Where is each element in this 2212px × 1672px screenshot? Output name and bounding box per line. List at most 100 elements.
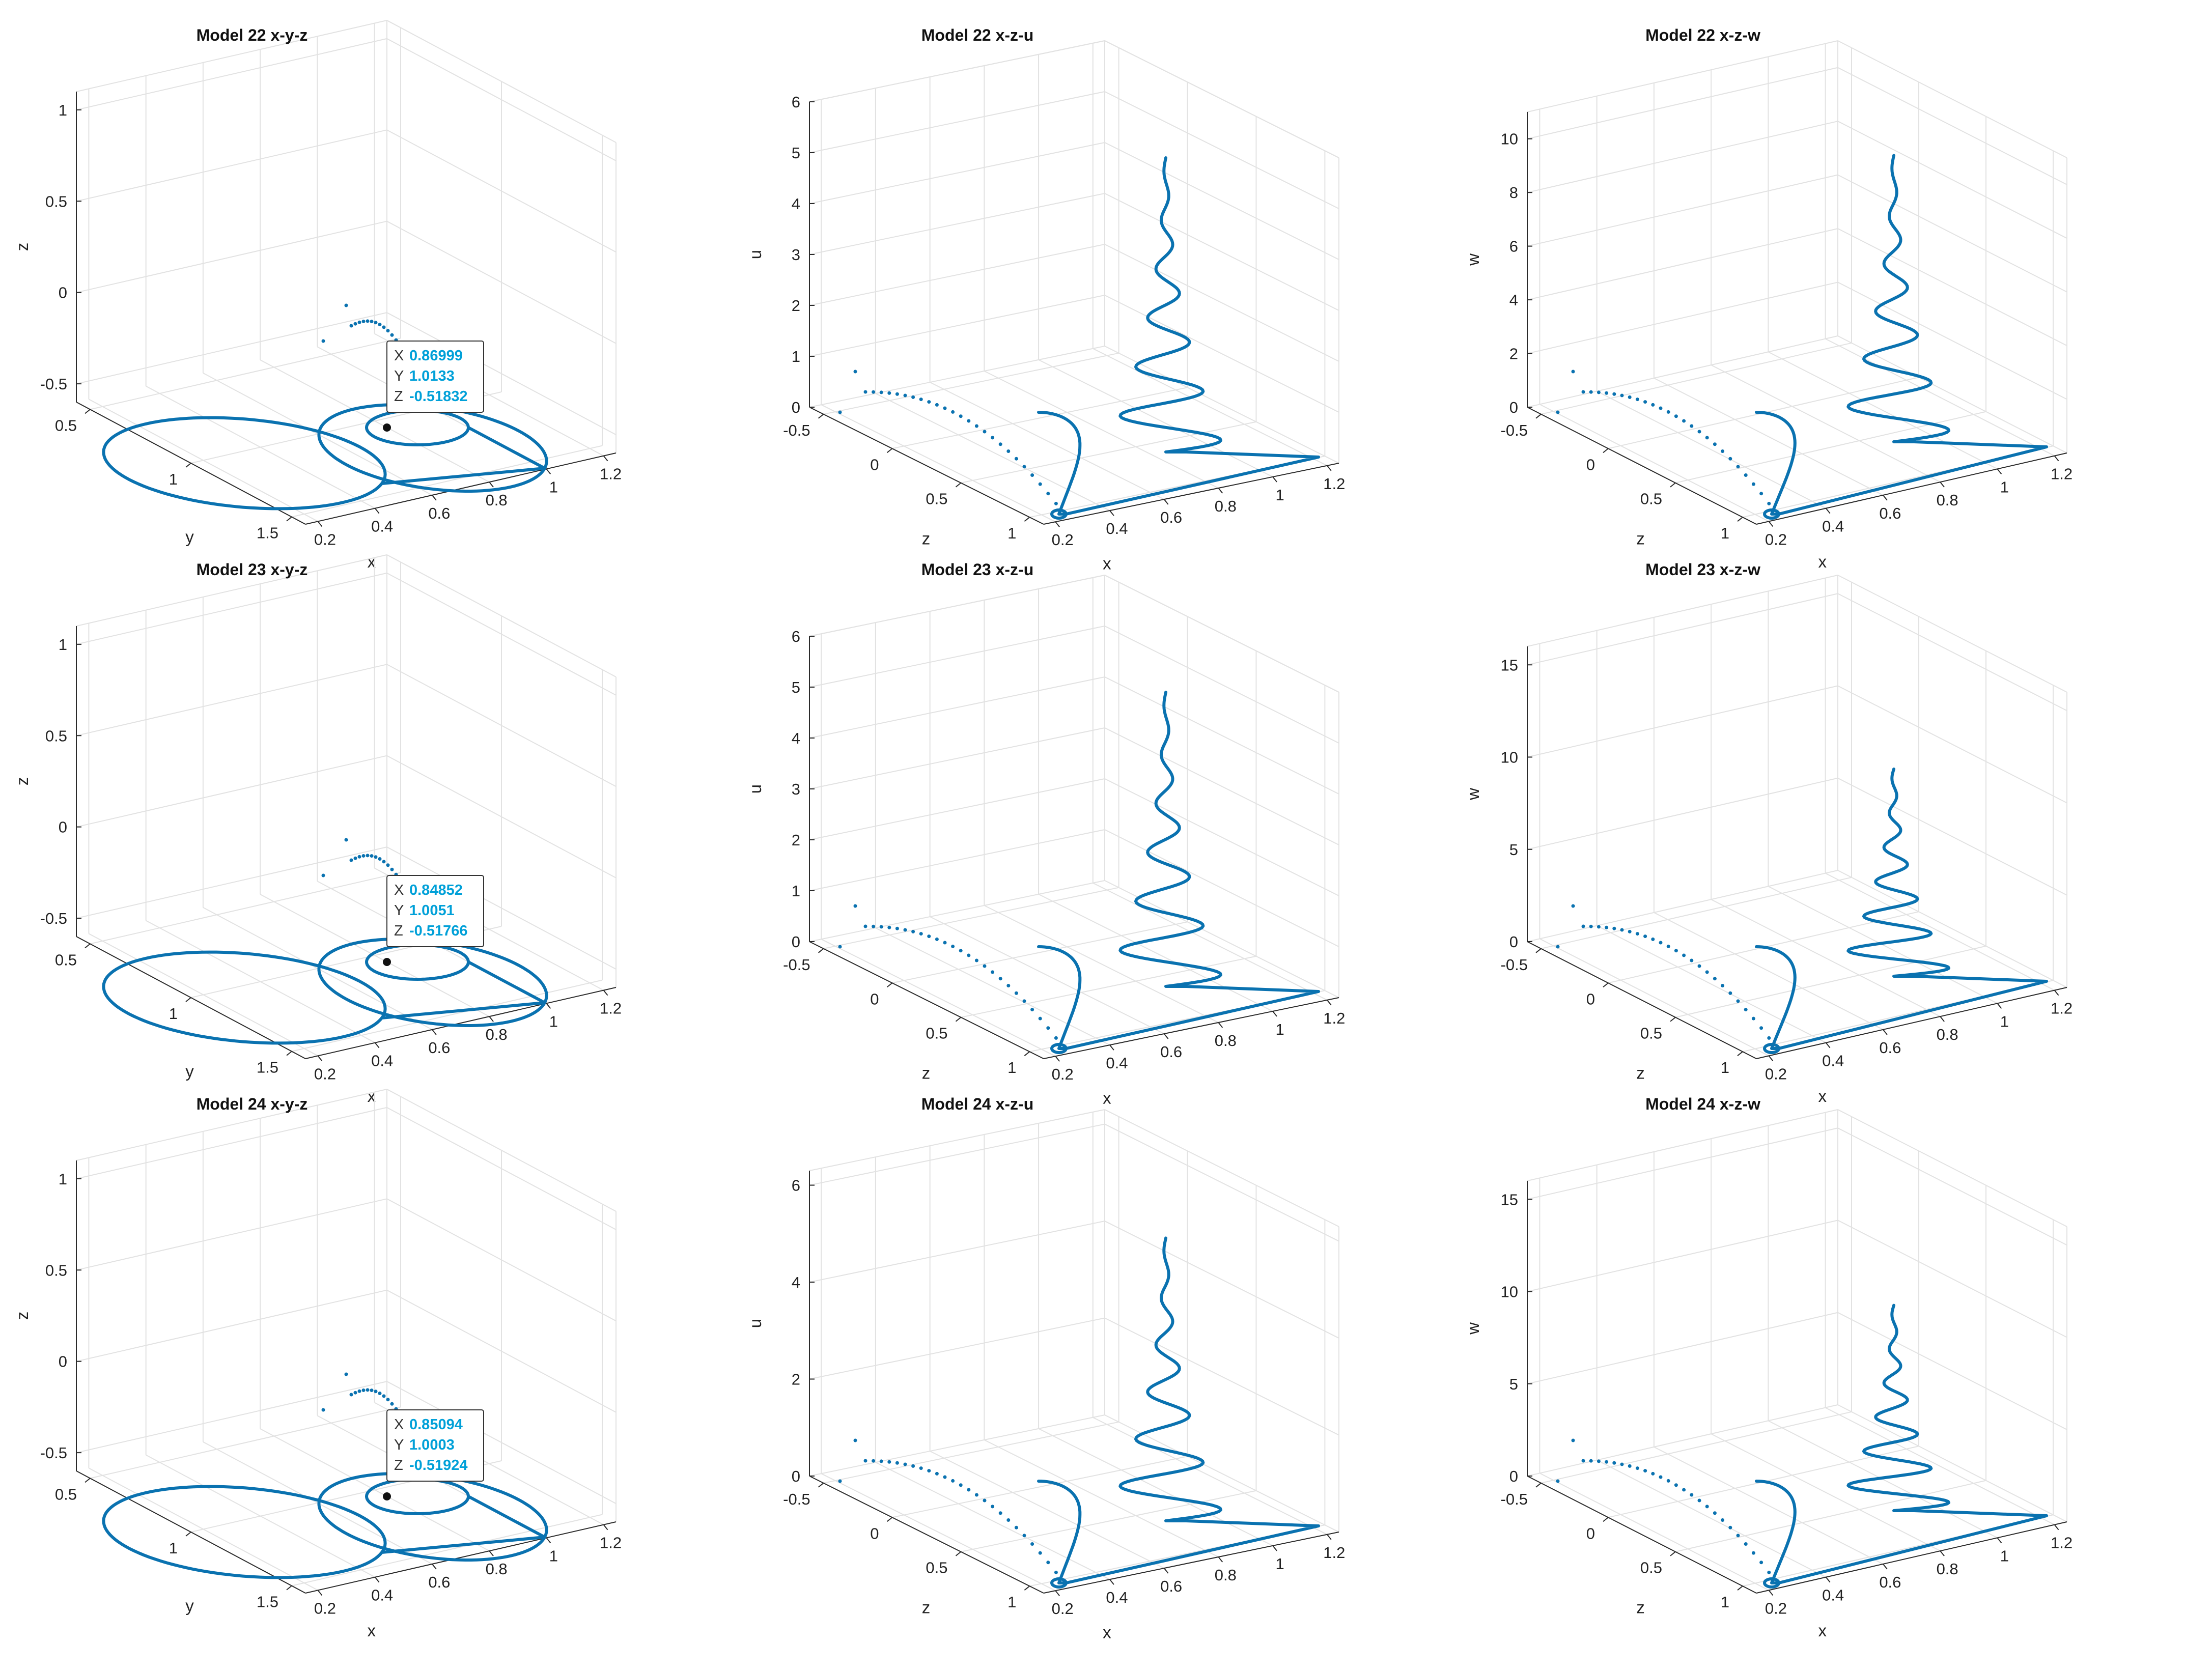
z-tick-label: 5: [792, 144, 800, 162]
transient-point: [974, 1493, 978, 1497]
transient-point: [1728, 457, 1732, 461]
y-axis-label: z: [922, 1064, 931, 1083]
z-tick-label: 10: [1501, 130, 1518, 148]
transient-point: [1581, 1459, 1585, 1463]
transient-point: [1767, 1570, 1771, 1574]
wall-gridline: [1837, 67, 2067, 185]
floor-gridline: [1768, 886, 1998, 1004]
chart-panel: 0.2 0.4 0.6 0.8 1 1.2 -0.5 0 0.5 1 0 2 4 6 8 10 x z w Model…: [1464, 20, 2199, 571]
transient-point: [1046, 1561, 1050, 1565]
transient-point: [1612, 1461, 1616, 1465]
x-tick-label: 1: [2000, 1547, 2009, 1565]
transient-point: [1054, 1570, 1058, 1574]
z-axis-label: w: [1464, 788, 1482, 801]
transient-point: [927, 1469, 931, 1473]
transient-point: [1713, 1511, 1717, 1515]
y-tick-label: -0.5: [783, 1490, 810, 1508]
floor-gridline: [1768, 351, 1998, 470]
y-tick-mark: [818, 1483, 824, 1488]
x-axis: [305, 452, 617, 525]
transient-point: [1682, 953, 1686, 957]
y-tick-mark: [1603, 448, 1609, 454]
x-tick-mark: [1883, 1564, 1888, 1570]
wall-gridline: [76, 1107, 387, 1179]
x-axis-label: x: [1103, 1088, 1111, 1107]
y-tick-label: 1.5: [257, 524, 278, 542]
floor-gridline: [90, 337, 401, 410]
wall-gridline: [76, 220, 387, 293]
wall-gridline: [1527, 67, 1838, 139]
floor-gridline: [1038, 893, 1273, 1012]
y-axis: [1527, 407, 1757, 525]
datatip-marker[interactable]: [383, 423, 391, 432]
transient-point: [321, 873, 325, 877]
transient-point: [1571, 370, 1575, 374]
wall-gridline: [76, 572, 387, 645]
x-axis: [305, 987, 617, 1059]
z-tick-label: 0.5: [45, 727, 67, 745]
floor-gridline: [1825, 338, 2055, 457]
floor-gridline: [984, 905, 1219, 1023]
transient-point: [1666, 410, 1670, 414]
wall-gridline: [809, 244, 1105, 306]
transient-point: [374, 321, 378, 325]
y-tick-label: 0.5: [55, 416, 77, 434]
transient-point: [935, 1471, 939, 1476]
y-tick-label: 0: [870, 990, 879, 1008]
chart-panel: 0.2 0.4 0.6 0.8 1 1.2 0.5 1 1.5 -0.5 0 0.5 1 x y z Model…: [5, 20, 733, 571]
x-tick-mark: [489, 1550, 494, 1556]
wall-gridline: [386, 220, 617, 344]
transient-point: [1038, 1016, 1042, 1021]
transient-point: [1666, 944, 1670, 948]
floor-gridline: [291, 445, 603, 518]
x-tick-label: 0.2: [314, 1599, 336, 1617]
x-tick-mark: [1272, 1011, 1277, 1017]
y-tick-label: 1.5: [257, 1059, 278, 1076]
floor-gridline: [1539, 404, 1769, 522]
transient-point: [974, 958, 978, 962]
chart-panel: 0.2 0.4 0.6 0.8 1 1.2 0.5 1 1.5 -0.5 0 0.5 1 x y z Model…: [5, 1089, 733, 1640]
floor-gridline: [1825, 872, 2055, 991]
z-tick-label: 0: [59, 818, 67, 836]
transient-point: [967, 1488, 971, 1492]
wall-gridline: [386, 1381, 617, 1505]
y-tick-mark: [886, 448, 893, 454]
x-axis-label: x: [1818, 1621, 1827, 1640]
transient-point: [1006, 449, 1011, 454]
z-axis-label: z: [13, 1312, 32, 1320]
floor-gridline: [875, 393, 1110, 512]
datatip-marker[interactable]: [383, 1492, 391, 1500]
z-tick-label: 1: [59, 1170, 67, 1188]
z-tick-label: 2: [792, 1371, 800, 1388]
wall-gridline: [809, 829, 1105, 891]
x-tick-mark: [432, 495, 437, 501]
wall-gridline: [1837, 1220, 2067, 1338]
transient-point: [974, 424, 978, 428]
transient-point: [983, 964, 987, 968]
transient-point: [1651, 937, 1655, 941]
transient-point: [349, 324, 353, 328]
transient-point: [967, 953, 971, 957]
transient-point: [382, 860, 386, 864]
transient-point: [1736, 465, 1740, 469]
x-tick-label: 0.4: [1822, 518, 1844, 535]
transient-point: [998, 1511, 1002, 1515]
y-tick-label: 1: [169, 470, 178, 488]
y-axis-label: y: [185, 1062, 194, 1081]
transient-point: [1030, 473, 1034, 477]
transient-point: [927, 400, 931, 404]
z-tick-label: 3: [792, 780, 800, 798]
transient-point: [1628, 395, 1632, 399]
transient-point: [1697, 430, 1701, 434]
chart-svg: 0.2 0.4 0.6 0.8 1 1.2 -0.5 0 0.5 1 0 2 4 6 x z u Model 24…: [746, 1095, 1345, 1641]
wall-gridline: [1104, 295, 1339, 413]
x-tick-label: 0.8: [1937, 491, 1958, 509]
y-tick-label: 0: [1586, 1524, 1595, 1542]
datatip-marker[interactable]: [383, 958, 391, 966]
transient-point: [1014, 1525, 1018, 1529]
transient-point: [382, 1394, 386, 1398]
y-tick-label: 0.5: [55, 951, 77, 969]
chart-title: Model 22 x-z-u: [921, 26, 1033, 44]
datatip-value: 1.0133: [409, 368, 455, 384]
transient-point: [853, 1438, 857, 1442]
